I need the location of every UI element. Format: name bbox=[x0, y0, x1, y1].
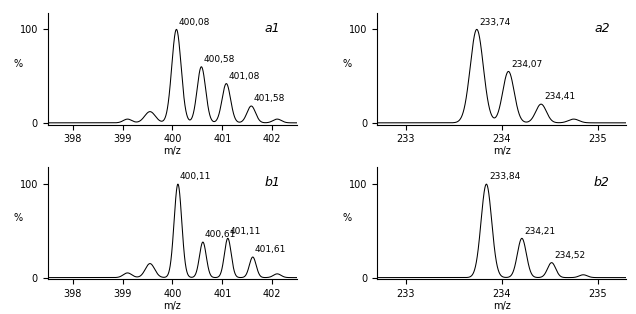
Text: 400,08: 400,08 bbox=[179, 18, 210, 27]
Text: a1: a1 bbox=[265, 22, 280, 35]
Text: 234,21: 234,21 bbox=[525, 226, 556, 236]
Text: b2: b2 bbox=[594, 176, 610, 189]
Y-axis label: %: % bbox=[13, 59, 23, 69]
Text: 234,41: 234,41 bbox=[544, 92, 575, 101]
X-axis label: m/z: m/z bbox=[163, 146, 181, 156]
Text: a2: a2 bbox=[594, 22, 610, 35]
Text: 233,74: 233,74 bbox=[480, 18, 511, 27]
Text: 401,08: 401,08 bbox=[228, 72, 259, 81]
Text: b1: b1 bbox=[265, 176, 280, 189]
Text: 233,84: 233,84 bbox=[489, 172, 520, 181]
Text: 401,11: 401,11 bbox=[230, 226, 261, 236]
Text: 400,11: 400,11 bbox=[180, 172, 211, 181]
Y-axis label: %: % bbox=[13, 214, 23, 223]
X-axis label: m/z: m/z bbox=[163, 300, 181, 311]
Text: 234,07: 234,07 bbox=[511, 60, 543, 69]
X-axis label: m/z: m/z bbox=[493, 300, 511, 311]
X-axis label: m/z: m/z bbox=[493, 146, 511, 156]
Text: 400,58: 400,58 bbox=[204, 55, 235, 64]
Text: 401,61: 401,61 bbox=[255, 245, 286, 254]
Y-axis label: %: % bbox=[343, 59, 352, 69]
Y-axis label: %: % bbox=[343, 214, 352, 223]
Text: 401,58: 401,58 bbox=[253, 94, 285, 103]
Text: 234,52: 234,52 bbox=[555, 251, 586, 260]
Text: 400,61: 400,61 bbox=[205, 230, 236, 239]
